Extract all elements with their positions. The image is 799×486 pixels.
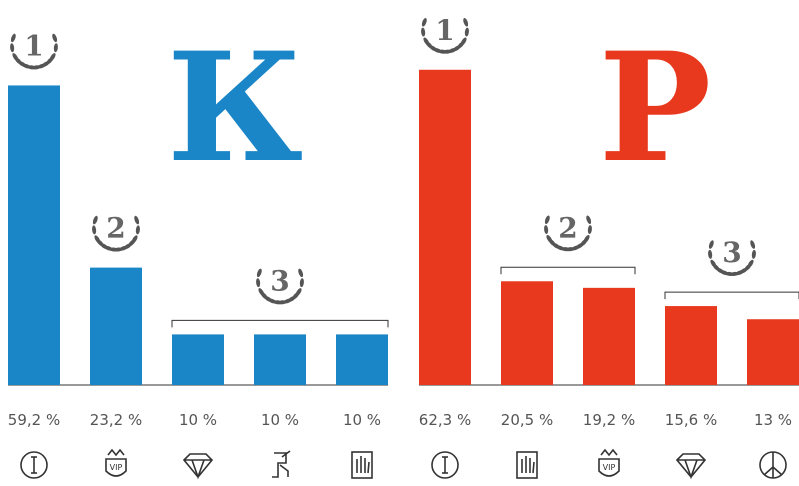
- laurel-leaf: [544, 225, 549, 235]
- icon: [182, 453, 214, 480]
- bar: [336, 334, 388, 385]
- rank-bracket: [500, 266, 636, 275]
- laurel-leaf: [712, 263, 720, 271]
- laurel-leaf: [10, 43, 15, 53]
- value-label: 10 %: [343, 411, 381, 429]
- laurel-leaf: [298, 268, 304, 278]
- value-label: 10 %: [261, 411, 299, 429]
- rank-label: 2: [106, 212, 125, 245]
- laurel-leaf: [256, 278, 261, 288]
- laurel-leaf: [421, 17, 427, 27]
- bar: [501, 281, 553, 385]
- laurel-leaf: [92, 225, 97, 235]
- bar: [254, 334, 306, 385]
- laurel-leaf: [49, 53, 56, 62]
- laurel-leaf: [268, 298, 277, 304]
- icon-text: VIP: [603, 463, 616, 472]
- laurel-leaf: [10, 33, 16, 43]
- rank-bracket: [664, 291, 799, 300]
- icon: [759, 451, 787, 479]
- chart-title: Р: [599, 20, 712, 196]
- laurel-leaf: [92, 215, 98, 225]
- rank-label: 2: [558, 211, 577, 244]
- laurel-leaf: [277, 300, 287, 305]
- laurel-leaf: [41, 61, 50, 68]
- laurel-leaf: [708, 249, 713, 259]
- value-label: 13 %: [754, 411, 792, 429]
- laurel-leaf: [729, 271, 739, 276]
- laurel-leaf: [295, 288, 302, 297]
- laurel-leaf: [299, 278, 304, 288]
- laurel-leaf: [442, 49, 452, 54]
- laurel-leaf: [134, 215, 140, 225]
- laurel-leaf: [747, 259, 754, 268]
- laurel-leaf: [113, 247, 123, 252]
- laurel-leaf: [135, 225, 140, 235]
- bar: [583, 287, 635, 385]
- rank-label: 1: [435, 14, 454, 47]
- rank-label: 3: [722, 236, 741, 269]
- laurel-leaf: [421, 27, 426, 37]
- laurel-leaf: [463, 17, 469, 27]
- laurel-leaf: [260, 292, 268, 300]
- laurel-leaf: [548, 239, 556, 247]
- laurel-leaf: [452, 45, 461, 52]
- chart-title: К: [167, 20, 303, 196]
- value-label: 62,3 %: [419, 411, 471, 429]
- icon-text: VIP: [110, 463, 123, 472]
- icon: [675, 453, 707, 480]
- laurel-leaf: [287, 296, 296, 302]
- laurel-leaf: [583, 234, 590, 243]
- icon: VIP: [598, 448, 620, 477]
- value-label: 23,2 %: [90, 411, 142, 429]
- laurel-leaf: [575, 243, 584, 249]
- laurel-leaf: [14, 57, 22, 65]
- bar: [419, 69, 471, 386]
- laurel-leaf: [720, 270, 729, 276]
- bar: [8, 85, 60, 385]
- laurel-leaf: [556, 245, 565, 251]
- icon: VIP: [105, 448, 127, 477]
- laurel-leaf: [425, 41, 433, 49]
- laurel-leaf: [587, 225, 592, 235]
- laurel-leaf: [256, 268, 262, 278]
- bar: [747, 319, 799, 385]
- laurel-leaf: [52, 33, 58, 43]
- laurel-leaf: [104, 245, 113, 251]
- bar: [172, 334, 224, 385]
- laurel-leaf: [739, 267, 748, 274]
- value-label: 59,2 %: [8, 411, 60, 429]
- rank-bracket: [171, 319, 389, 328]
- icon: [431, 451, 459, 479]
- laurel-leaf: [586, 215, 592, 225]
- laurel-leaf: [131, 235, 138, 244]
- laurel-leaf: [31, 65, 41, 70]
- bar: [90, 267, 142, 385]
- icon: [351, 451, 373, 479]
- laurel-leaf: [750, 240, 756, 249]
- icons: VIP VIP: [20, 448, 787, 480]
- laurel-leaf: [433, 48, 442, 53]
- laurel-leaf: [544, 215, 550, 225]
- icon: [272, 450, 291, 478]
- rank-label: 3: [270, 264, 289, 297]
- rank-label: 1: [24, 29, 43, 62]
- laurel-leaf: [96, 239, 104, 247]
- laurel-leaf: [464, 27, 469, 37]
- laurel-leaf: [565, 247, 575, 252]
- laurel-leaf: [751, 249, 756, 259]
- icon: [20, 451, 48, 479]
- value-label: 19,2 %: [583, 411, 635, 429]
- laurel-leaf: [123, 243, 132, 250]
- bar: [665, 306, 717, 385]
- value-label: 15,6 %: [665, 411, 717, 429]
- value-label: 10 %: [179, 411, 217, 429]
- laurel-leaf: [460, 37, 467, 46]
- icon: [516, 451, 538, 479]
- laurel-leaf: [22, 63, 31, 69]
- laurel-leaf: [53, 43, 58, 53]
- laurel-leaf: [708, 240, 714, 249]
- value-label: 20,5 %: [501, 411, 553, 429]
